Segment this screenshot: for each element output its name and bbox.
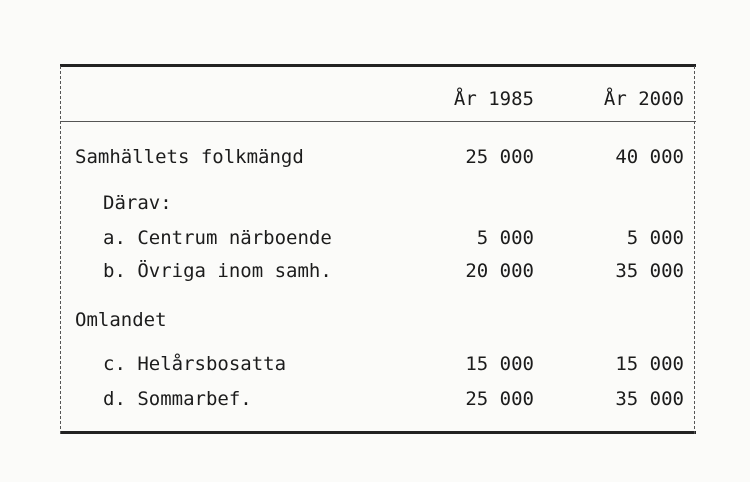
row-label: c. Helårsbosatta [103, 353, 287, 375]
row-label: Därav: [103, 192, 172, 214]
row-2000: 40 000 [615, 146, 684, 168]
row-1985: 5 000 [476, 227, 534, 249]
header-rule [60, 121, 696, 122]
header-2000: År 2000 [603, 88, 684, 110]
right-border [694, 66, 695, 434]
row-label: d. Sommarbef. [103, 388, 252, 410]
row-2000: 15 000 [615, 353, 684, 375]
left-border [60, 66, 61, 434]
row-1985: 25 000 [465, 146, 534, 168]
row-label: a. Centrum närboende [103, 227, 332, 249]
row-label: Samhällets folkmängd [75, 146, 304, 168]
header-1985: År 1985 [453, 88, 534, 110]
top-rule [60, 64, 696, 67]
row-2000: 35 000 [615, 260, 684, 282]
row-1985: 20 000 [465, 260, 534, 282]
row-1985: 25 000 [465, 388, 534, 410]
row-1985: 15 000 [465, 353, 534, 375]
bottom-rule [60, 431, 696, 434]
row-2000: 35 000 [615, 388, 684, 410]
row-label: Omlandet [75, 309, 167, 331]
row-2000: 5 000 [626, 227, 684, 249]
row-label: b. Övriga inom samh. [103, 260, 332, 282]
